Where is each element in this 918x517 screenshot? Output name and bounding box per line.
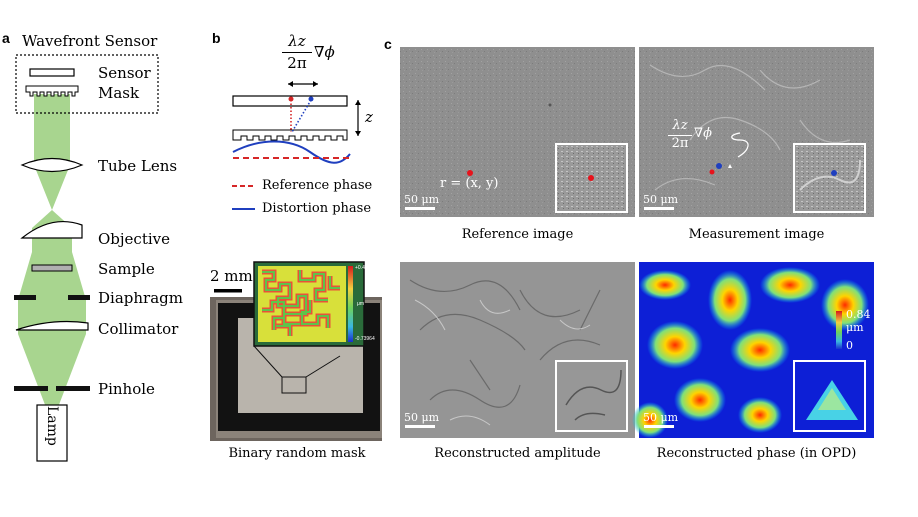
- wavefront-sensor-title: Wavefront Sensor: [22, 32, 158, 50]
- z-label: z: [365, 108, 373, 126]
- reference-point-label: r = (x, y): [440, 176, 499, 191]
- mask-label: Mask: [98, 84, 140, 102]
- distorted-spot: [308, 96, 314, 102]
- distortion-wave: [232, 140, 351, 164]
- phase-colorbar-unit: μm: [846, 321, 864, 334]
- measurement-image-caption: Measurement image: [688, 227, 825, 242]
- tube-lens-label: Tube Lens: [98, 157, 178, 175]
- lamp-label: Lamp: [44, 406, 60, 446]
- diaphragm-left: [14, 295, 36, 300]
- measurement-shift-operator: ∇ϕ: [694, 126, 712, 141]
- phase-colorbar-min: 0: [846, 339, 853, 352]
- pinhole-label: Pinhole: [98, 380, 155, 398]
- measurement-shift-denominator: 2π: [671, 136, 689, 151]
- amplitude-scale-label: 50 μm: [404, 411, 440, 424]
- legend-distortion-label: Distortion phase: [262, 201, 372, 216]
- reference-scale-label: 50 μm: [404, 193, 440, 206]
- mask-colorbar-max: +0.44457: [355, 265, 376, 271]
- sample-label: Sample: [98, 260, 155, 278]
- panel-label-a: a: [2, 30, 10, 46]
- pinhole-right: [56, 386, 90, 391]
- phase-scale-label: 50 μm: [643, 411, 679, 424]
- phase-image-caption: Reconstructed phase (in OPD): [656, 446, 857, 461]
- mask-plate: [25, 85, 79, 97]
- measurement-image: [639, 47, 874, 217]
- lamp-box: [36, 404, 68, 462]
- panel-label-c: c: [384, 36, 392, 52]
- measurement-scale-bar: [644, 207, 674, 210]
- reference-scale-bar: [405, 207, 435, 210]
- reference-image: [400, 47, 635, 217]
- mask-colorbar-min: -0.73964: [355, 336, 375, 342]
- mask-scale-bar: [214, 289, 242, 293]
- legend-reference-label: Reference phase: [262, 178, 373, 193]
- reference-image-caption: Reference image: [461, 227, 574, 242]
- objective-label: Objective: [98, 230, 171, 248]
- mask-caption: Binary random mask: [228, 446, 366, 461]
- phase-scale-bar: [644, 425, 674, 428]
- mask-layer: [232, 129, 348, 141]
- mask-zoom-inset: [253, 261, 365, 347]
- shift-numerator: λz: [288, 32, 306, 50]
- sample-slide: [31, 264, 73, 272]
- objective-lens: [20, 220, 83, 239]
- phase-colorbar: [836, 311, 842, 349]
- tube-lens: [20, 157, 84, 173]
- measurement-blue-spot: [716, 163, 722, 169]
- shift-operator: ∇ϕ: [314, 43, 335, 61]
- setup-diagram: [14, 54, 159, 462]
- sensor-label: Sensor: [98, 64, 151, 82]
- principle-diagram: [232, 81, 361, 210]
- panel-label-b: b: [212, 30, 221, 46]
- shift-fraction-bar: [282, 52, 312, 53]
- reference-spot: [288, 96, 294, 102]
- collimator-lens: [15, 320, 89, 331]
- measurement-shift-numerator: λz: [672, 118, 688, 133]
- beam-lower: [18, 210, 86, 410]
- beam-upper: [34, 94, 70, 210]
- amplitude-scale-bar: [405, 425, 435, 428]
- sensor-plate: [29, 68, 75, 77]
- mask-colorbar: [348, 266, 353, 342]
- amplitude-image: [400, 262, 635, 438]
- shift-denominator: 2π: [287, 54, 307, 72]
- mask-colorbar-unit: μm: [357, 301, 365, 307]
- measurement-fraction-bar: [668, 135, 692, 136]
- mask-scale-label: 2 mm: [210, 267, 253, 285]
- phase-colorbar-max: 0.84: [846, 308, 871, 321]
- collimator-label: Collimator: [98, 320, 179, 338]
- phase-image: [632, 262, 874, 438]
- diaphragm-label: Diaphragm: [98, 289, 183, 307]
- pinhole-left: [14, 386, 48, 391]
- amplitude-image-caption: Reconstructed amplitude: [434, 446, 601, 461]
- diaphragm-right: [68, 295, 90, 300]
- measurement-red-spot: [709, 169, 715, 175]
- distortion-ray: [291, 99, 312, 133]
- measurement-scale-label: 50 μm: [643, 193, 679, 206]
